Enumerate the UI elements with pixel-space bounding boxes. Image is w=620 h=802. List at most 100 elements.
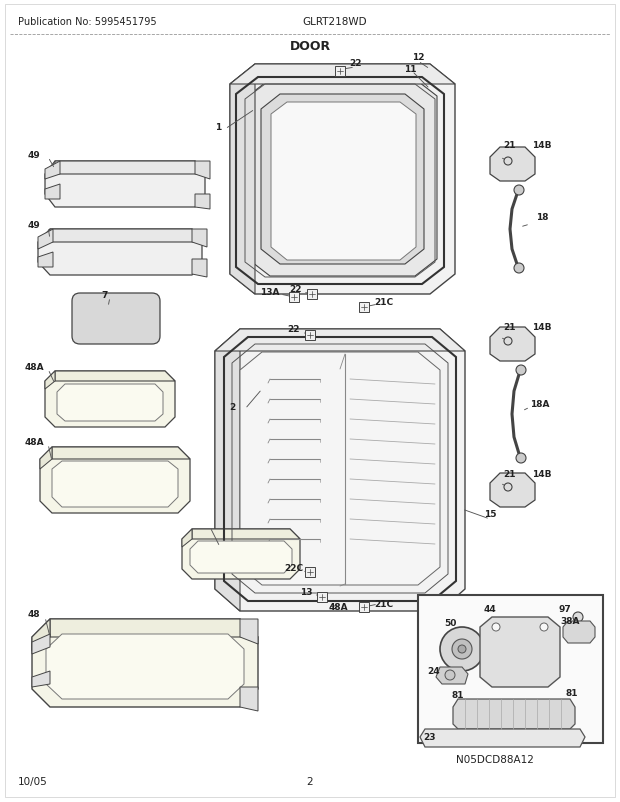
Text: 18: 18 [536,213,548,222]
Circle shape [504,338,512,346]
Text: 15: 15 [484,510,496,519]
Polygon shape [490,473,535,508]
Bar [317,592,327,602]
Text: 49: 49 [28,150,40,160]
Circle shape [504,484,512,492]
Bar [289,293,299,302]
Text: 21: 21 [503,140,516,149]
Polygon shape [45,184,60,200]
Text: N05DCD88A12: N05DCD88A12 [456,754,534,764]
Polygon shape [45,371,175,427]
Text: 10/05: 10/05 [18,776,48,786]
Text: 14B: 14B [532,140,552,149]
Circle shape [445,670,455,680]
Polygon shape [32,634,50,654]
Polygon shape [55,162,205,175]
Circle shape [458,645,466,653]
Text: 38A: 38A [560,617,580,626]
Text: 81: 81 [452,691,464,699]
Polygon shape [190,541,292,573]
Polygon shape [195,162,210,180]
Text: 13A: 13A [260,288,280,297]
Text: 49: 49 [28,221,40,230]
Polygon shape [563,622,595,643]
Polygon shape [40,448,190,513]
Polygon shape [52,448,190,460]
Polygon shape [52,461,178,508]
Polygon shape [45,162,205,208]
Polygon shape [195,195,210,210]
Bar [307,290,317,300]
Circle shape [452,639,472,659]
Polygon shape [32,671,50,687]
Polygon shape [32,619,258,707]
Text: 21: 21 [503,323,516,332]
Text: 21: 21 [503,470,516,479]
Polygon shape [38,229,202,276]
Polygon shape [50,619,258,638]
Circle shape [540,623,548,631]
Text: 22: 22 [288,325,300,334]
Circle shape [514,264,524,273]
Circle shape [514,186,524,196]
FancyBboxPatch shape [72,294,160,345]
Text: 1: 1 [215,124,221,132]
Polygon shape [420,729,585,747]
Text: 22: 22 [350,59,362,68]
Polygon shape [240,687,258,711]
Polygon shape [490,148,535,182]
Text: Publication No: 5995451795: Publication No: 5995451795 [18,17,157,27]
Text: 21C: 21C [374,600,394,609]
Polygon shape [271,103,416,261]
Polygon shape [38,253,53,268]
Polygon shape [261,95,424,265]
Text: 2: 2 [229,403,235,412]
Polygon shape [230,65,255,294]
Text: DOOR: DOOR [290,39,330,52]
Text: 18A: 18A [530,400,550,409]
Circle shape [440,627,484,671]
Circle shape [573,612,583,622]
Circle shape [516,366,526,375]
Polygon shape [50,229,202,243]
Polygon shape [480,618,560,687]
Polygon shape [32,619,50,651]
Circle shape [516,453,526,464]
Text: 14B: 14B [532,323,552,332]
Text: 48A: 48A [328,603,348,612]
Polygon shape [55,371,175,382]
Bar [359,602,369,612]
Bar [305,567,315,577]
Polygon shape [215,330,240,611]
Text: 22C: 22C [285,564,304,573]
Polygon shape [182,529,300,579]
Polygon shape [215,330,465,351]
Polygon shape [192,529,300,539]
Bar [418,595,603,743]
Polygon shape [45,162,60,180]
Text: 7: 7 [102,291,108,300]
Text: 81: 81 [565,689,578,698]
Polygon shape [230,65,455,85]
Polygon shape [38,229,53,249]
Text: 2: 2 [307,776,313,786]
Text: 13: 13 [299,588,312,597]
Text: eReplacementParts.com: eReplacementParts.com [234,448,386,461]
Text: 21C: 21C [374,298,394,307]
Polygon shape [240,619,258,644]
Text: 11: 11 [404,66,416,75]
Text: 14B: 14B [532,470,552,479]
Circle shape [504,158,512,166]
Text: 22: 22 [290,286,303,294]
Polygon shape [248,80,437,277]
Polygon shape [230,65,455,294]
Text: 97: 97 [559,605,572,614]
Polygon shape [240,353,440,585]
Text: 24: 24 [428,666,440,675]
Polygon shape [40,448,52,469]
Polygon shape [490,327,535,362]
Polygon shape [182,529,192,547]
Polygon shape [215,330,465,611]
Bar [335,67,345,77]
Bar [359,302,369,313]
